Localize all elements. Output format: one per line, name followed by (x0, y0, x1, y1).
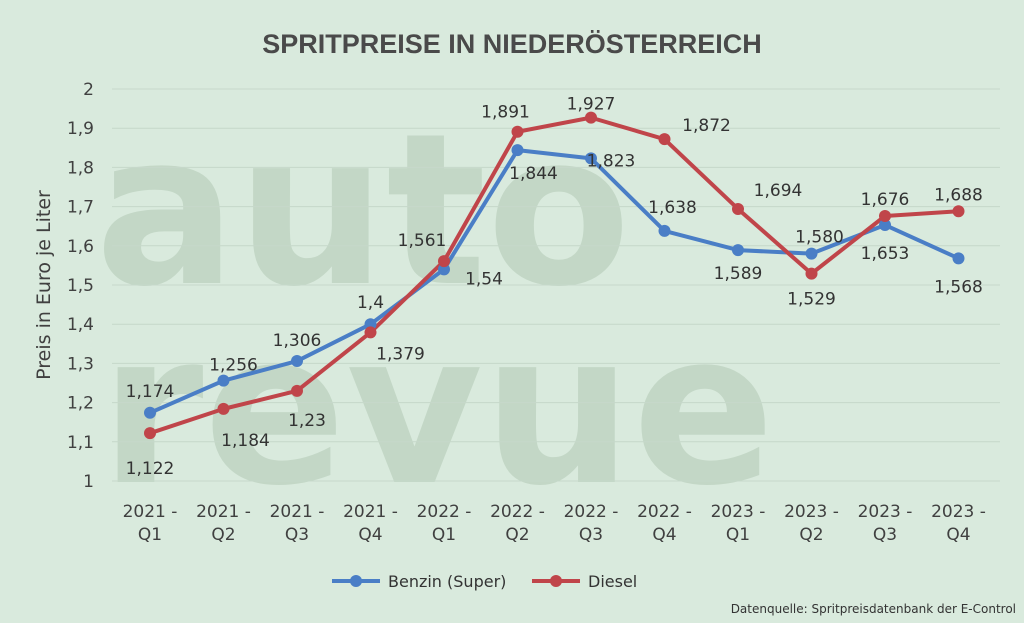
data-point-benzin-super (585, 152, 597, 165)
x-tick-label: 2022 -Q2 (490, 502, 545, 545)
legend-marker-diesel (550, 575, 562, 587)
gridlines (112, 88, 1000, 482)
data-point-diesel (438, 255, 450, 268)
data-label-diesel: 1,676 (861, 190, 910, 210)
data-point-benzin-super (438, 263, 450, 276)
data-point-diesel (585, 111, 597, 124)
source-note: Datenquelle: Spritpreisdatenbank der E-C… (731, 602, 1016, 616)
x-tick-label: 2022 -Q1 (417, 502, 472, 545)
series-line-benzin-super (149, 148, 960, 415)
y-tick-label: 1,9 (67, 119, 94, 139)
x-tick-label: 2021 -Q3 (270, 502, 325, 545)
series-line-diesel (149, 115, 959, 436)
data-point-benzin-super (217, 374, 230, 387)
data-point-diesel (511, 125, 524, 138)
y-tick-label: 1,2 (67, 394, 94, 414)
watermark-revue: revue (100, 287, 775, 532)
data-label-diesel: 1,688 (934, 185, 983, 205)
data-label-benzin-super: 1,823 (587, 151, 636, 171)
data-label-benzin-super: 1,4 (357, 293, 384, 313)
legend-label-diesel: Diesel (588, 572, 637, 591)
y-tick-label: 1 (83, 472, 94, 492)
legend: Benzin (Super) Diesel (332, 572, 637, 591)
x-tick-label: 2023 -Q1 (711, 502, 766, 545)
data-point-diesel (364, 326, 377, 339)
data-point-diesel (658, 133, 671, 146)
data-point-benzin-super (511, 144, 524, 157)
y-tick-label: 1,4 (67, 315, 94, 335)
y-tick-label: 1,8 (67, 158, 94, 178)
y-axis-label: Preis in Euro je Liter (33, 190, 55, 380)
data-label-benzin-super: 1,568 (934, 277, 983, 297)
data-label-diesel: 1,891 (481, 103, 530, 123)
x-tick-label: 2023 -Q3 (858, 502, 913, 545)
data-labels: 1,174 1,256 1,306 1,4 1,54 1,844 1,823 1,638 1,5… (126, 95, 983, 480)
data-label-diesel: 1,122 (126, 459, 175, 479)
legend-marker-benzin-super (350, 575, 362, 587)
data-point-benzin-super (364, 318, 377, 331)
data-point-diesel (879, 210, 891, 223)
data-label-benzin-super: 1,174 (126, 382, 175, 402)
data-point-diesel (217, 402, 230, 415)
data-point-benzin-super (658, 224, 671, 237)
y-tick-label: 2 (83, 80, 94, 100)
watermark-logo: auto revue (95, 88, 775, 532)
x-tick-label: 2021 -Q4 (343, 502, 398, 545)
legend-label-benzin-super: Benzin (Super) (388, 572, 506, 591)
data-label-benzin-super: 1,54 (465, 269, 503, 289)
data-point-diesel (144, 427, 156, 440)
y-tick-label: 1,6 (67, 237, 94, 257)
x-tick-label: 2022 -Q3 (564, 502, 619, 545)
data-label-benzin-super: 1,256 (209, 356, 258, 376)
data-label-benzin-super: 1,638 (648, 198, 697, 218)
data-point-benzin-super (952, 252, 965, 265)
data-point-benzin-super (732, 244, 744, 257)
data-label-benzin-super: 1,306 (273, 331, 322, 351)
data-point-diesel (952, 205, 965, 218)
data-label-benzin-super: 1,844 (509, 164, 558, 184)
data-label-diesel: 1,184 (221, 431, 270, 451)
data-point-diesel (291, 384, 303, 397)
chart-title: SPRITPREISE IN NIEDERÖSTERREICH (262, 29, 762, 59)
data-point-benzin-super (805, 247, 818, 260)
data-label-benzin-super: 1,580 (795, 228, 844, 248)
y-tick-label: 1,1 (67, 433, 94, 453)
y-tick-label: 1,3 (67, 354, 94, 374)
data-label-diesel: 1,927 (567, 95, 616, 115)
data-label-diesel: 1,872 (682, 116, 731, 136)
y-tick-label: 1,7 (67, 198, 94, 218)
data-point-benzin-super (879, 219, 891, 232)
x-tick-label: 2022 -Q4 (637, 502, 692, 545)
data-label-benzin-super: 1,653 (861, 244, 910, 264)
y-axis-ticks: 1 1,1 1,2 1,3 1,4 1,5 1,6 1,7 1,8 1,9 2 (67, 80, 94, 492)
data-label-diesel: 1,379 (376, 344, 425, 364)
x-tick-label: 2021 -Q2 (196, 502, 251, 545)
x-axis-ticks: 2021 -Q1 2021 -Q2 2021 -Q3 2021 -Q4 2022 -Q1… (123, 502, 986, 545)
data-point-diesel (732, 202, 744, 215)
data-label-diesel: 1,694 (754, 181, 803, 201)
data-point-benzin-super (144, 406, 156, 419)
data-label-diesel: 1,23 (288, 411, 326, 431)
series-layer (144, 111, 965, 440)
data-point-benzin-super (291, 355, 303, 368)
data-label-benzin-super: 1,589 (714, 264, 763, 284)
data-label-diesel: 1,529 (787, 290, 836, 310)
y-tick-label: 1,5 (67, 276, 94, 296)
data-label-diesel: 1,561 (398, 231, 447, 251)
x-tick-label: 2023 -Q4 (931, 502, 986, 545)
data-point-diesel (805, 267, 818, 280)
x-tick-label: 2023 -Q2 (784, 502, 839, 545)
x-tick-label: 2021 -Q1 (123, 502, 178, 545)
